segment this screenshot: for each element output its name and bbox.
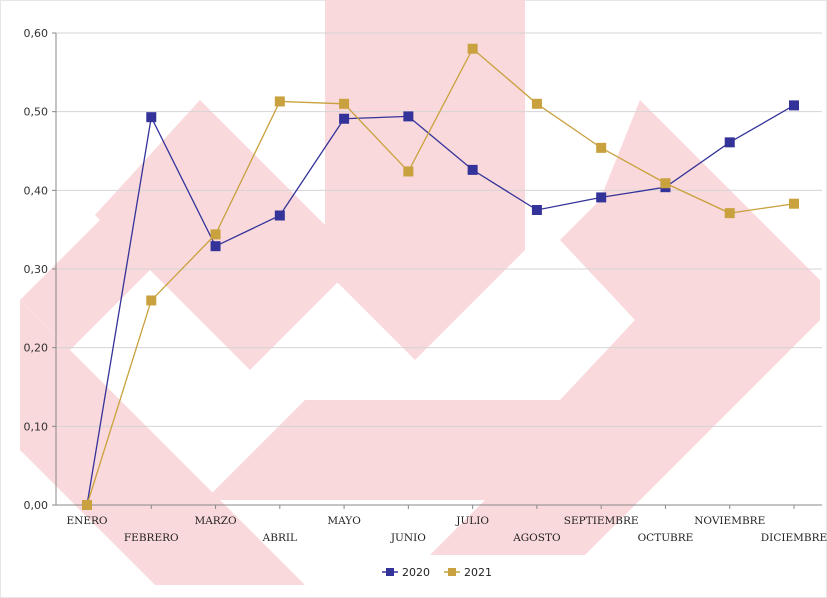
data-point-2021 — [146, 295, 157, 306]
data-point-2021 — [596, 142, 607, 153]
data-point-2020 — [274, 210, 285, 221]
y-tick-label: 0,50 — [24, 106, 49, 119]
x-tick-label: JUNIO — [390, 532, 426, 544]
x-tick-label: JULIO — [455, 515, 489, 527]
y-tick-label: 0,40 — [24, 184, 49, 197]
legend-marker — [448, 568, 456, 576]
y-tick-label: 0,20 — [24, 342, 49, 355]
data-point-2021 — [467, 43, 478, 54]
data-point-2021 — [660, 178, 671, 189]
data-point-2021 — [210, 229, 221, 240]
y-tick-label: 0,00 — [24, 499, 49, 512]
legend-label: 2020 — [402, 566, 430, 579]
data-point-2020 — [339, 113, 350, 124]
data-point-2020 — [467, 164, 478, 175]
data-point-2021 — [724, 208, 735, 219]
x-tick-label: ENERO — [66, 515, 107, 527]
legend-label: 2021 — [464, 566, 492, 579]
watermark-logo — [20, 0, 820, 585]
data-point-2021 — [339, 98, 350, 109]
data-point-2020 — [596, 192, 607, 203]
data-point-2021 — [274, 96, 285, 107]
series-markers — [82, 43, 799, 510]
x-tick-label: ABRIL — [262, 532, 297, 544]
data-point-2020 — [789, 100, 799, 111]
series-line-2020 — [86, 104, 795, 506]
x-tick-label: SEPTIEMBRE — [564, 515, 639, 527]
y-axis-labels: 0,00 0,10 0,20 0,30 0,40 0,50 0,60 — [24, 27, 49, 512]
data-point-2021 — [403, 166, 414, 177]
data-point-2020 — [210, 241, 221, 252]
x-tick-label: MAYO — [327, 515, 361, 527]
x-tick-label: FEBRERO — [124, 532, 179, 544]
y-tick-label: 0,10 — [24, 420, 49, 433]
data-point-2020 — [403, 111, 414, 122]
x-tick-label: OCTUBRE — [638, 532, 694, 544]
y-tick-label: 0,60 — [24, 27, 49, 40]
x-tick-label: NOVIEMBRE — [694, 515, 765, 527]
x-tick-label: DICIEMBRE — [761, 532, 827, 544]
x-tick-label: MARZO — [194, 515, 237, 527]
legend: 2020 2021 — [382, 566, 492, 579]
data-point-2020 — [531, 205, 542, 215]
x-tick-label: AGOSTO — [512, 532, 561, 544]
data-point-2020 — [146, 112, 157, 123]
data-point-2021 — [789, 198, 799, 209]
y-tick-label: 0,30 — [24, 263, 49, 276]
series-lines — [86, 47, 795, 506]
series-line-2021 — [86, 47, 795, 506]
x-axis-labels: ENERO FEBRERO MARZO ABRIL MAYO JUNIO JULIO AGOS… — [66, 515, 827, 544]
data-point-2021 — [82, 500, 92, 510]
data-point-2021 — [531, 98, 542, 109]
data-point-2020 — [724, 137, 735, 148]
axes — [52, 32, 822, 509]
legend-marker — [386, 568, 394, 576]
